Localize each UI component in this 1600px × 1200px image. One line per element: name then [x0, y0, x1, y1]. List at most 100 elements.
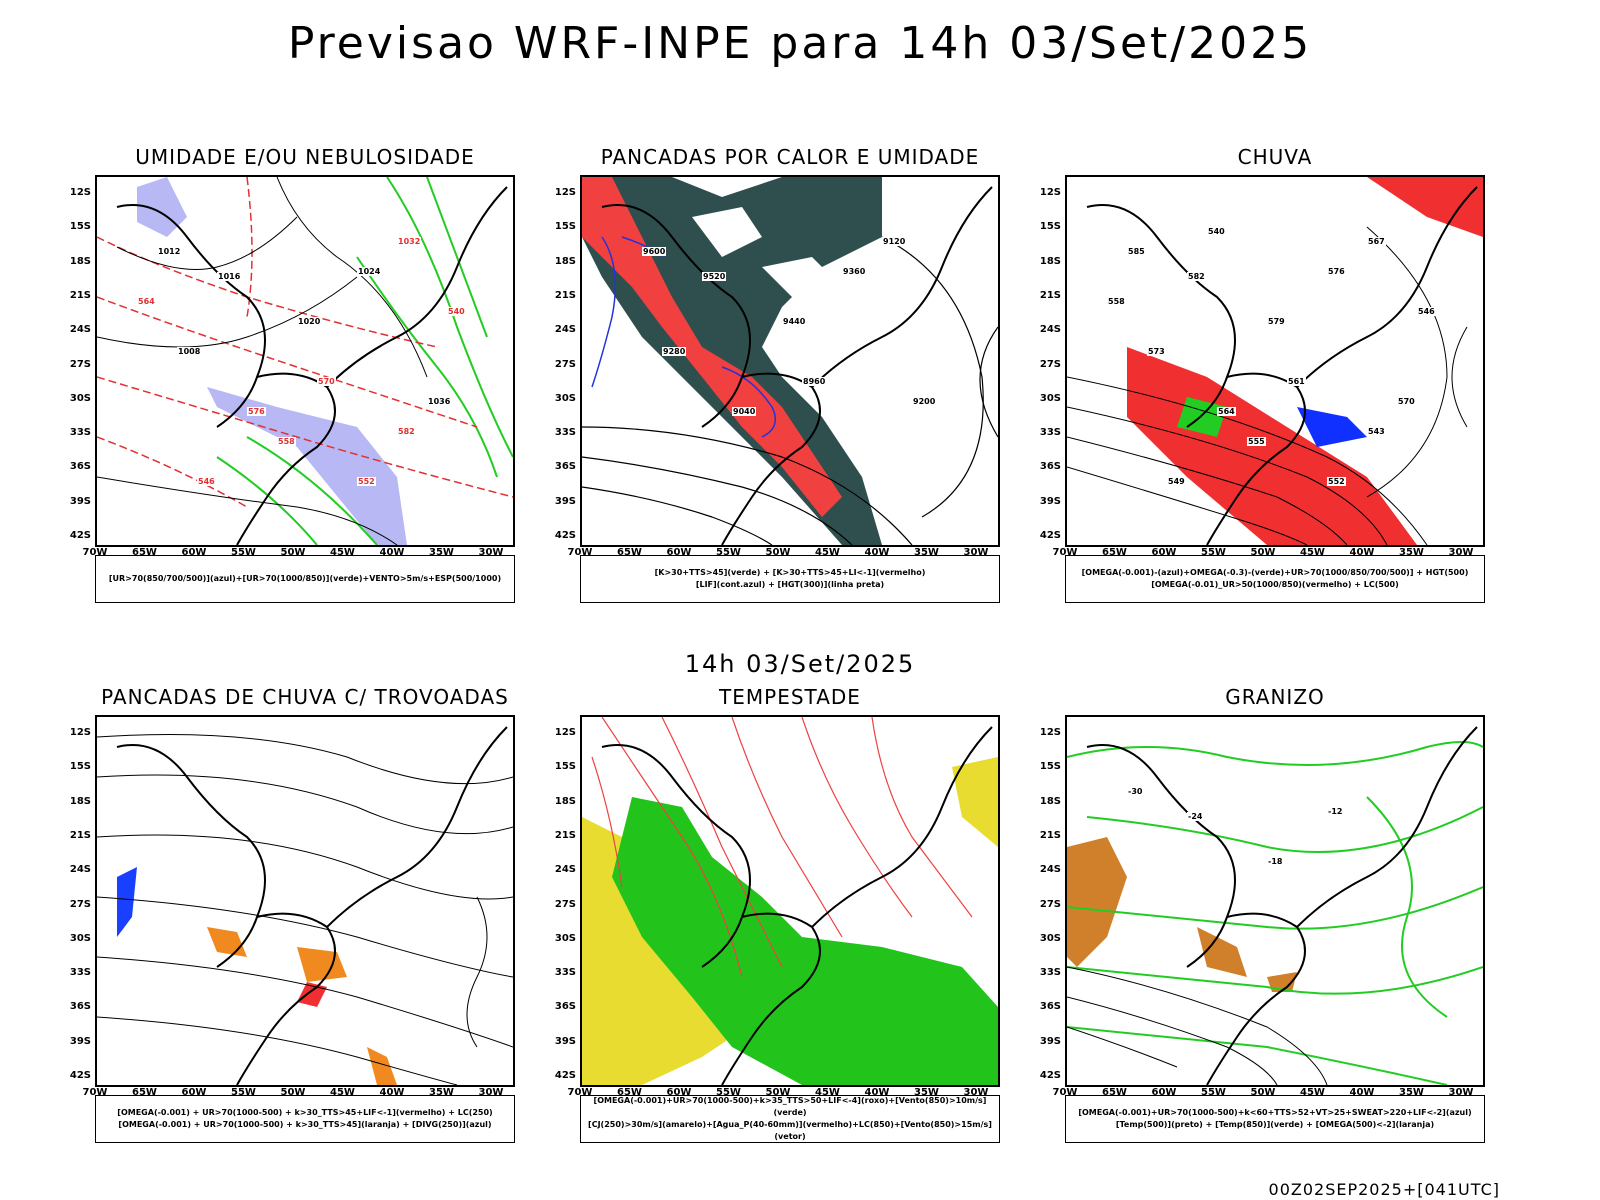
lat-tick-label: 21S: [554, 829, 576, 841]
lat-tick-label: 24S: [1039, 324, 1061, 336]
run-footer: 00Z02SEP2025+[041UTC]: [1268, 1180, 1500, 1199]
lon-tick-label: 50W: [1250, 547, 1276, 558]
map-graphics: [97, 177, 513, 545]
contour-label: -18: [1267, 857, 1284, 866]
storm-fill: [297, 982, 327, 1007]
lon-tick-label: 50W: [280, 547, 306, 558]
lon-tick-label: 30W: [963, 1087, 989, 1098]
lat-tick-label: 21S: [554, 289, 576, 301]
country-borders: [116, 726, 508, 1085]
lat-tick-label: 12S: [554, 727, 576, 738]
panel-legend: [K>30+TTS>45](verde) + [K>30+TTS>45+LI<-…: [580, 555, 1000, 603]
streamlines: [97, 734, 513, 1085]
contour-label: 552: [357, 477, 376, 486]
map-graphics: [582, 717, 998, 1085]
lon-tick-label: 40W: [379, 547, 405, 558]
lon-tick-label: 55W: [231, 1087, 256, 1098]
lat-tick-label: 18S: [1039, 255, 1061, 267]
contour-label: 564: [1217, 407, 1236, 416]
contour-label: 573: [1147, 347, 1166, 356]
map-graphics: [1067, 177, 1483, 545]
lat-tick-label: 21S: [1039, 829, 1061, 841]
lat-tick-label: 21S: [69, 829, 91, 841]
page-title: Previsao WRF-INPE para 14h 03/Set/2025: [287, 18, 1313, 69]
lon-tick-label: 45W: [330, 547, 355, 558]
contour-label: 9280: [662, 347, 687, 356]
contour-label: 1008: [177, 347, 202, 356]
panel-title: UMIDADE E/OU NEBULOSIDADE: [135, 145, 475, 169]
lon-tick-label: 50W: [765, 547, 791, 558]
map-pancadas-calor: 9600 9520 9440 9360 9280 9200 9120 9040 8960: [580, 175, 1000, 547]
contour-label: 9520: [702, 272, 727, 281]
clear-area: [692, 207, 762, 257]
contour-label: 9600: [642, 247, 667, 256]
panel-legend: [UR>70(850/700/500)](azul)+[UR>70(1000/8…: [95, 555, 515, 603]
isobars: [97, 177, 428, 545]
lon-tick-label: 60W: [1151, 1087, 1177, 1098]
lon-tick-label: 60W: [181, 547, 207, 558]
lat-tick-label: 36S: [1039, 1001, 1061, 1013]
lon-tick-label: 40W: [379, 1087, 405, 1098]
lc850-contours: [591, 717, 973, 978]
panel-legend: [OMEGA(-0.001)+UR>70(1000-500)+k>35_TTS>…: [580, 1095, 1000, 1143]
temp500-contours: [1067, 966, 1328, 1085]
jet-fill: [952, 757, 998, 847]
lat-tick-label: 39S: [69, 1035, 91, 1047]
country-borders: [601, 186, 993, 545]
lon-tick-label: 70W: [567, 1087, 593, 1098]
omega-orange-fill: [1067, 837, 1127, 967]
lon-tick-label: 30W: [478, 547, 504, 558]
lon-tick-label: 60W: [666, 1087, 692, 1098]
contour-label: 9440: [782, 317, 807, 326]
convection-fill: [367, 1047, 397, 1085]
divergence-fill: [117, 867, 137, 937]
lat-tick-label: 42S: [1039, 530, 1061, 541]
lat-tick-label: 33S: [554, 967, 576, 979]
lon-tick-label: 55W: [716, 1087, 741, 1098]
lat-tick-label: 33S: [554, 427, 576, 439]
contour-label: 552: [1327, 477, 1346, 486]
lat-tick-label: 33S: [69, 967, 91, 979]
lat-tick-label: 12S: [1039, 187, 1061, 198]
lon-tick-label: 40W: [864, 1087, 890, 1098]
lat-tick-label: 24S: [554, 864, 576, 876]
lon-tick-label: 40W: [1349, 547, 1375, 558]
lat-tick-label: 33S: [69, 427, 91, 439]
contour-label: 579: [1267, 317, 1286, 326]
lon-tick-label: 50W: [765, 1087, 791, 1098]
lon-tick-label: 65W: [617, 1087, 642, 1098]
lon-tick-label: 40W: [1349, 1087, 1375, 1098]
lat-tick-label: 18S: [69, 255, 91, 267]
lon-tick-label: 35W: [429, 547, 454, 558]
map-graphics: [582, 177, 998, 545]
lat-tick-label: 30S: [554, 932, 576, 944]
lat-tick-label: 33S: [1039, 427, 1061, 439]
legend-line: [CJ(250)>30m/s](amarelo)+[Agua_P(40-60mm…: [588, 1120, 992, 1141]
country-borders: [1086, 726, 1478, 1085]
convection-fill: [207, 927, 247, 957]
omega-orange-fill: [1267, 972, 1297, 992]
legend-line: [OMEGA(-0.001)+UR>70(1000-500)+k<60+TTS>…: [1078, 1108, 1472, 1117]
instability-fill: [582, 177, 842, 517]
omega-orange-fill: [1197, 927, 1247, 977]
lat-tick-label: 18S: [554, 255, 576, 267]
lon-tick-label: 35W: [429, 1087, 454, 1098]
contour-label: 567: [1367, 237, 1386, 246]
contour-label: 9120: [882, 237, 907, 246]
lat-tick-label: 24S: [1039, 864, 1061, 876]
rain-fill: [1367, 177, 1483, 237]
lon-tick-label: 70W: [1052, 547, 1078, 558]
lon-tick-label: 45W: [1300, 1087, 1325, 1098]
contour-label: 558: [1107, 297, 1126, 306]
temp850-contours: [1067, 741, 1483, 1085]
map-umidade: 1012 1016 1020 1024 1008 1036 1032 576 570 564 558…: [95, 175, 515, 547]
contour-label: 555: [1247, 437, 1266, 446]
contour-label: 582: [397, 427, 416, 436]
panel-legend: [OMEGA(-0.001)+UR>70(1000-500)+k<60+TTS>…: [1065, 1095, 1485, 1143]
contour-label: 576: [247, 407, 266, 416]
lat-tick-label: 30S: [69, 932, 91, 944]
legend-line: [K>30+TTS>45](verde) + [K>30+TTS>45+LI<-…: [654, 568, 926, 577]
panel-title: GRANIZO: [1225, 685, 1325, 709]
lat-tick-label: 36S: [554, 461, 576, 473]
lon-tick-label: 30W: [1448, 547, 1474, 558]
